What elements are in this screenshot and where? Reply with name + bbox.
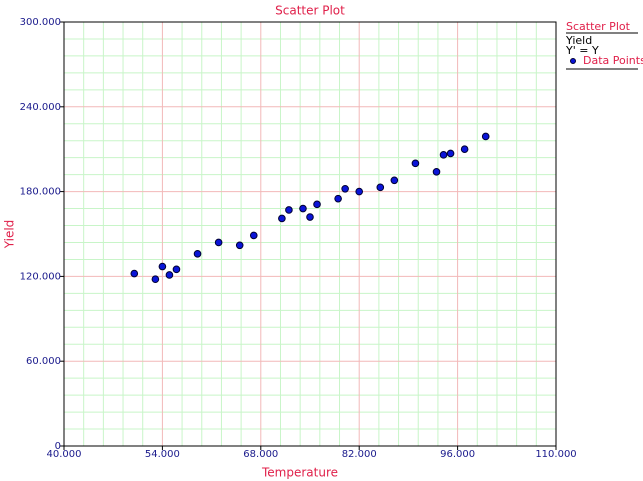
data-point: [411, 159, 420, 168]
x-tick-label: 68.000: [243, 449, 278, 460]
x-tick-label: 110.000: [535, 449, 576, 460]
data-point: [193, 249, 202, 258]
x-tick-label: 82.000: [342, 449, 377, 460]
y-tick-label: 300.000: [20, 17, 61, 28]
chart-title: Scatter Plot: [275, 4, 345, 18]
y-tick-label: 0: [55, 441, 61, 452]
data-point: [460, 145, 469, 153]
data-point: [355, 187, 364, 196]
data-point: [172, 265, 181, 274]
data-point: [285, 206, 293, 214]
data-point: [130, 269, 139, 278]
x-tick-label: 40.000: [47, 449, 82, 460]
data-point: [334, 194, 342, 203]
plot-frame: [63, 21, 557, 447]
data-point: [158, 262, 167, 271]
data-point: [313, 200, 321, 209]
y-tick-label: 120.000: [20, 271, 61, 282]
y-tick-label: 240.000: [20, 102, 61, 113]
legend-equation: Y' = Y: [565, 44, 599, 57]
data-point: [249, 231, 258, 240]
data-point: [481, 132, 490, 141]
legend-title: Scatter Plot: [566, 20, 631, 33]
x-tick-label: 54.000: [145, 449, 180, 460]
legend: Scatter Plot Yield Y' = Y Data Points: [565, 20, 643, 70]
data-point: [439, 151, 448, 159]
data-point: [214, 238, 223, 247]
data-point: [341, 184, 349, 193]
legend-marker: [570, 58, 576, 64]
data-point: [306, 213, 314, 221]
data-point: [376, 183, 385, 192]
y-tick-label: 180.000: [20, 187, 61, 198]
y-axis-label: Yield: [3, 220, 17, 250]
data-point: [390, 176, 399, 185]
data-point: [446, 149, 455, 158]
data-point: [165, 271, 174, 279]
data-point: [299, 204, 307, 213]
data-point: [151, 275, 160, 284]
x-axis-label: Temperature: [261, 466, 338, 480]
legend-variable: Yield: [565, 34, 592, 47]
data-point: [278, 214, 286, 223]
y-tick-label: 60.000: [26, 356, 61, 367]
data-point: [235, 241, 244, 250]
data-point: [432, 168, 441, 176]
legend-entry: Data Points: [583, 54, 643, 67]
x-tick-label: 96.000: [440, 449, 475, 460]
